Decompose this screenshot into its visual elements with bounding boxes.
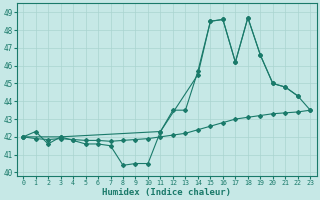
X-axis label: Humidex (Indice chaleur): Humidex (Indice chaleur) (102, 188, 231, 197)
